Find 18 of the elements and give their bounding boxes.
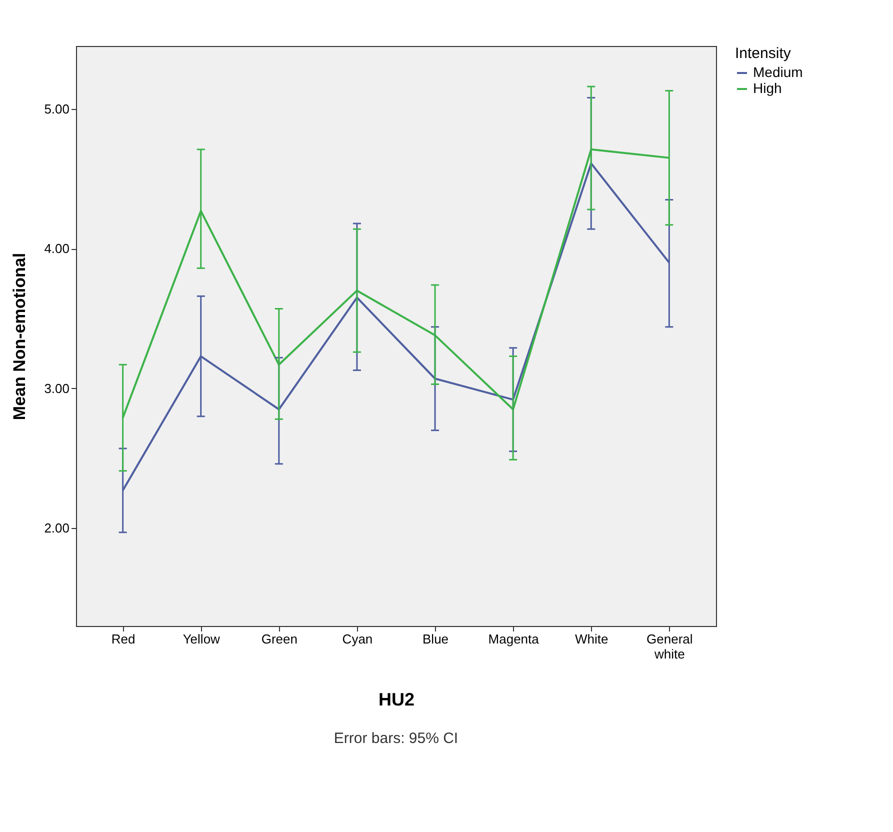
x-tick-label: General white xyxy=(646,632,693,662)
x-axis-title: HU2 xyxy=(378,690,415,710)
legend-title: Intensity xyxy=(735,45,792,62)
legend-label: High xyxy=(753,80,782,96)
y-tick-label: 4.00 xyxy=(44,241,70,256)
x-tick-label: Green xyxy=(261,632,298,646)
y-tick-label: 5.00 xyxy=(44,101,70,116)
x-tick-label: Magenta xyxy=(488,632,540,646)
x-tick-label: White xyxy=(575,632,608,646)
x-tick-label: Cyan xyxy=(342,632,373,646)
y-tick-label: 3.00 xyxy=(44,380,70,396)
x-tick-label: Blue xyxy=(422,632,449,646)
y-axis-title: Mean Non-emotional xyxy=(10,252,30,420)
legend-label: Medium xyxy=(753,64,803,80)
y-tick-label: 2.00 xyxy=(44,520,70,536)
x-tick-label: Yellow xyxy=(182,632,221,646)
x-tick-label: Red xyxy=(111,632,136,646)
text: Error bars: 95% CI xyxy=(334,730,458,747)
